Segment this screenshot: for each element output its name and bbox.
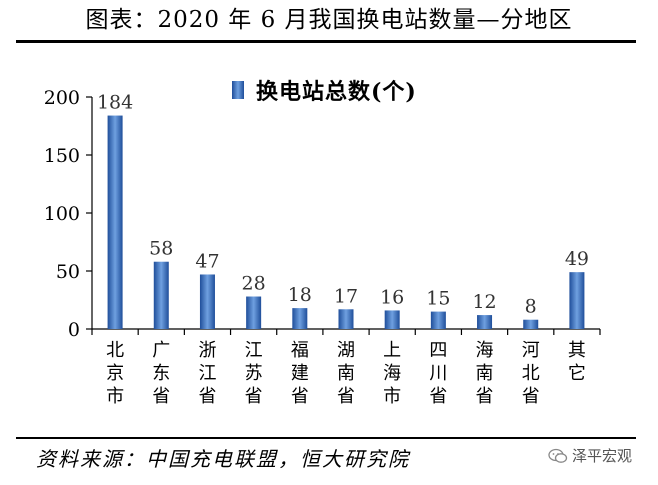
bar (430, 311, 446, 329)
category-label: 四川省 (429, 340, 447, 407)
category-label: 海南省 (476, 340, 494, 407)
category-label: 浙江省 (198, 340, 216, 407)
category-label: 湖南省 (337, 340, 355, 407)
bottom-rule (16, 437, 636, 439)
data-label: 12 (472, 291, 496, 313)
category-label: 福建省 (291, 340, 309, 407)
y-tick-label: 150 (44, 145, 80, 167)
category-label: 广东省 (152, 340, 170, 407)
legend: 换电站总数(个) (232, 74, 417, 106)
legend-label: 换电站总数(个) (256, 79, 417, 105)
bar (199, 274, 215, 329)
bar (477, 315, 493, 329)
top-rule (16, 40, 636, 43)
category-label: 上海市 (383, 340, 401, 407)
y-tick-label: 0 (68, 319, 80, 341)
data-label: 17 (334, 285, 358, 307)
bar (569, 272, 585, 329)
category-label: 北京市 (106, 340, 124, 407)
wechat-icon (548, 448, 568, 463)
category-label: 河北省 (522, 340, 540, 407)
category-label: 江苏省 (245, 340, 263, 407)
bar (153, 261, 169, 329)
data-label: 47 (195, 250, 219, 272)
bar (384, 310, 400, 329)
bar (292, 308, 308, 329)
data-label: 8 (525, 296, 537, 318)
bar (523, 319, 539, 329)
bar (246, 296, 262, 329)
bar-chart: 0 50 100 150 200 184 北京市 58 广东省 47 浙江省 28 江苏省 18 福建省 1… (44, 87, 601, 407)
data-label: 184 (97, 92, 133, 114)
legend-swatch (232, 81, 244, 99)
data-label: 58 (149, 238, 173, 260)
source-note: 资料来源：中国充电联盟，恒大研究院 (36, 447, 410, 471)
data-label: 28 (242, 273, 266, 295)
data-label: 18 (288, 284, 312, 306)
data-label: 15 (426, 288, 450, 310)
category-label: 其它 (568, 340, 586, 384)
y-tick-label: 100 (44, 203, 80, 225)
brand-name: 泽平宏观 (572, 447, 633, 465)
y-tick-label: 200 (44, 87, 80, 109)
data-label: 49 (565, 248, 589, 270)
y-tick-label: 50 (56, 261, 80, 283)
bar (107, 115, 123, 329)
brand-mark: 泽平宏观 (548, 445, 632, 466)
chart-title: 图表：2020 年 6 月我国换电站数量—分地区 (85, 7, 573, 33)
data-label: 16 (380, 286, 404, 308)
bar (338, 309, 354, 329)
